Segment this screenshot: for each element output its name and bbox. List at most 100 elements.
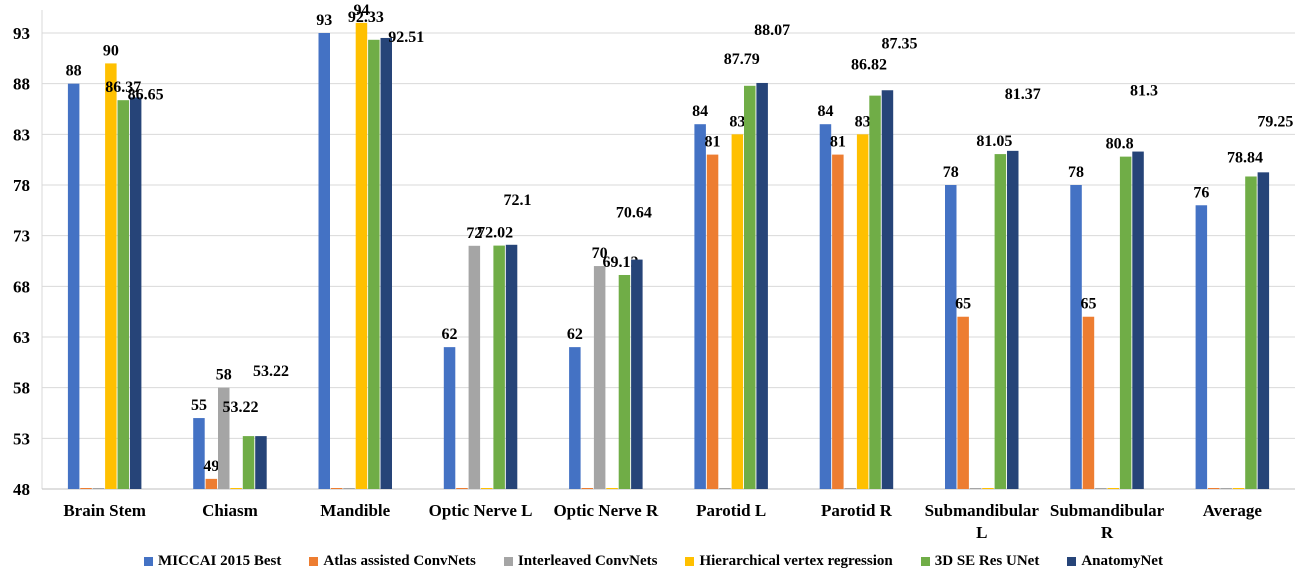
data-label: 83 [855,113,871,130]
x-tick-label: Brain Stem [63,501,146,520]
bar [205,478,218,489]
y-tick-label: 83 [13,125,30,144]
y-tick-label: 63 [13,328,30,347]
bar [957,316,969,489]
bar [744,85,756,489]
bar [569,347,581,489]
bar [493,245,505,489]
data-label: 72.02 [477,225,513,242]
data-label: 72.1 [504,192,532,209]
bar [618,274,631,489]
bar [380,37,392,489]
bar-stub [330,488,343,489]
bar [505,244,518,489]
y-tick-label: 58 [13,379,30,398]
bar-stub [1232,488,1245,489]
legend-swatch [503,556,513,566]
data-label: 81 [830,134,846,151]
bar [117,100,129,490]
legend-item: MICCAI 2015 Best [144,553,281,570]
bar-stub [230,488,242,489]
bar-stub [844,488,856,489]
bar-stub [969,488,982,489]
y-tick-label: 68 [13,277,30,296]
legend-label: Interleaved ConvNets [517,552,658,569]
bar [945,185,957,489]
legend-item: AnatomyNet [1067,553,1163,570]
legend-item: Hierarchical vertex regression [685,553,893,570]
bar [856,134,869,490]
data-label: 93 [316,12,332,29]
legend-swatch [1067,556,1077,566]
bar [255,436,267,489]
bar [1119,156,1132,490]
bar [869,95,881,490]
bar [67,83,80,490]
legend-swatch [309,556,319,566]
bar [218,387,230,489]
bar [242,436,255,489]
y-tick-label: 78 [13,176,30,195]
bar [1195,205,1208,489]
data-label: 58 [216,367,232,384]
legend-label: 3D SE Res UNet [934,552,1040,569]
data-label: 86.65 [128,86,164,103]
x-tick-label: Submandibular [1050,501,1165,520]
data-label: 88.07 [754,22,790,39]
bar [1245,176,1257,489]
bar [994,154,1007,490]
x-tick-label: Parotid L [696,501,766,520]
bar-stub [92,488,105,489]
bar [1007,150,1019,490]
bar-stub [606,488,618,489]
legend-swatch [920,556,930,566]
data-label: 81.3 [1130,83,1158,100]
legend-swatch [144,556,154,566]
bar [1257,172,1270,490]
bar [694,124,706,489]
data-label: 84 [692,103,708,120]
bar [105,63,117,490]
data-label: 94 [353,2,369,19]
data-label: 78 [943,164,959,181]
bar [731,134,744,490]
data-label: 92.33 [348,9,384,26]
bar-stub [456,488,468,489]
bar [1070,185,1082,489]
bar [1082,316,1095,489]
y-tick-label: 88 [13,75,30,94]
data-label: 72 [466,225,482,242]
bar-stub [1208,488,1220,489]
bar [593,266,606,489]
bar [443,347,456,489]
data-label: 90 [103,42,119,59]
y-tick-label: 93 [13,24,30,43]
bar [355,22,368,489]
data-label: 78.84 [1227,149,1263,166]
bar-stub [343,488,355,489]
x-tick-label: Mandible [320,501,390,520]
legend-item: Atlas assisted ConvNets [309,553,476,570]
x-tick-label: Chiasm [202,501,258,520]
bar-stub [982,488,994,489]
legend-item: Interleaved ConvNets [503,552,658,570]
bar [318,33,330,489]
data-label: 70.64 [616,205,652,222]
data-label: 53.22 [253,363,289,380]
y-tick-label: 73 [13,227,30,246]
data-label: 53.22 [223,399,259,416]
data-label: 81 [705,134,721,151]
x-tick-label: Parotid R [821,501,893,520]
data-label: 84 [817,103,833,120]
bar [631,259,643,489]
bar [819,124,832,489]
data-label: 69.12 [602,254,638,271]
x-tick-label: L [976,523,987,542]
data-label: 49 [203,458,219,475]
data-label: 88 [66,63,82,80]
data-label: 70 [592,245,608,262]
data-label: 62 [442,326,458,343]
bar [368,39,380,489]
